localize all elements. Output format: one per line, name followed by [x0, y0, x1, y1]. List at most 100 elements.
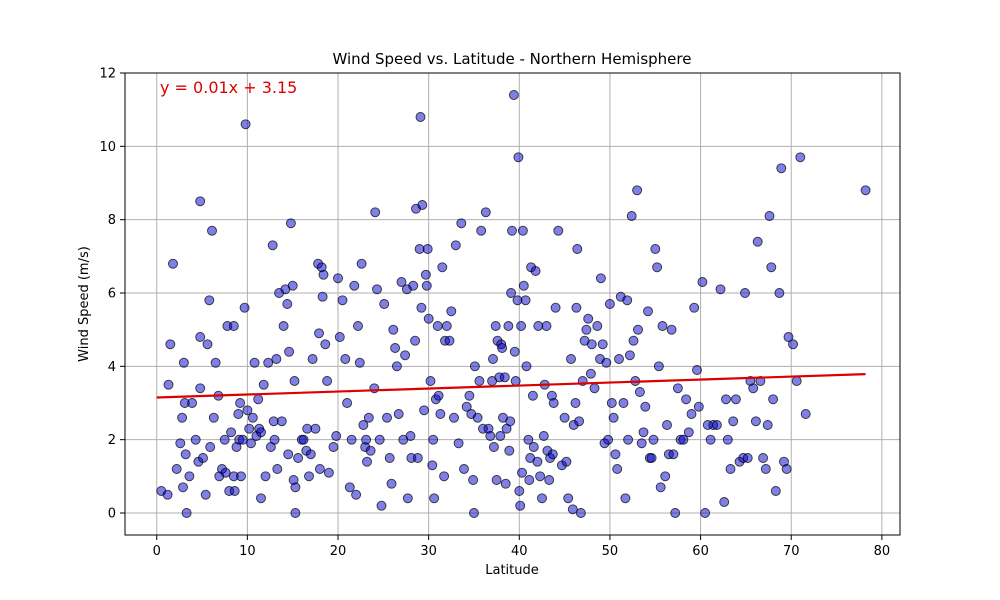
data-point: [638, 427, 649, 438]
data-point: [382, 412, 392, 423]
data-point: [528, 442, 539, 452]
data-point: [349, 280, 360, 291]
chart-title: Wind Speed vs. Latitude - Northern Hemis…: [333, 50, 692, 68]
data-point: [572, 244, 583, 254]
data-point: [190, 434, 201, 445]
data-point: [626, 211, 637, 221]
data-point: [518, 280, 529, 291]
data-point: [693, 401, 704, 412]
data-point: [249, 357, 260, 368]
x-tick-label: 80: [874, 544, 891, 559]
data-point: [374, 434, 385, 445]
data-point: [289, 376, 300, 386]
data-point: [650, 244, 661, 254]
data-point: [532, 456, 543, 467]
data-point: [195, 383, 206, 394]
data-point: [195, 332, 206, 342]
data-point: [520, 295, 531, 306]
data-point: [800, 409, 811, 419]
data-point: [388, 324, 399, 335]
data-point: [240, 119, 251, 130]
data-point: [535, 471, 546, 482]
data-point: [302, 423, 313, 434]
data-point: [195, 196, 206, 207]
data-point: [640, 401, 651, 412]
data-point: [468, 475, 479, 485]
data-point: [510, 376, 521, 386]
data-point: [752, 236, 763, 247]
data-point: [860, 185, 871, 196]
data-point: [453, 438, 464, 449]
y-tick-label: 0: [108, 507, 116, 522]
data-point: [488, 354, 498, 364]
data-point: [317, 291, 328, 302]
data-point: [505, 416, 516, 427]
data-point: [652, 262, 663, 273]
data-point: [402, 493, 413, 504]
data-point: [500, 478, 511, 489]
data-point: [429, 493, 440, 504]
data-point: [437, 262, 448, 273]
data-point: [393, 409, 404, 419]
y-tick-label: 2: [108, 433, 116, 448]
data-point: [269, 434, 280, 445]
data-point: [256, 493, 266, 504]
data-point: [768, 394, 779, 405]
data-point: [410, 335, 421, 346]
data-point: [228, 321, 239, 331]
data-point: [668, 449, 679, 460]
data-point: [683, 427, 694, 438]
data-point: [504, 445, 515, 456]
data-point: [358, 420, 369, 430]
data-point: [563, 493, 574, 504]
data-point: [219, 434, 230, 445]
data-point: [589, 383, 600, 394]
data-point: [490, 321, 501, 331]
data-point: [208, 412, 219, 423]
data-point: [361, 434, 372, 445]
data-point: [721, 394, 731, 405]
data-point: [795, 152, 806, 163]
data-point: [527, 390, 538, 401]
data-point: [491, 475, 502, 485]
data-point: [516, 321, 527, 331]
data-point: [476, 225, 487, 236]
data-point: [242, 405, 253, 416]
y-tick-label: 4: [108, 360, 116, 375]
data-point: [384, 453, 395, 463]
data-point: [585, 368, 596, 379]
data-point: [474, 376, 485, 386]
data-point: [760, 464, 771, 474]
data-point: [396, 277, 407, 287]
data-point: [278, 321, 289, 331]
data-point: [346, 434, 357, 445]
data-point: [318, 269, 329, 280]
data-point: [446, 306, 457, 317]
data-point: [566, 354, 576, 364]
data-point: [575, 508, 586, 518]
data-point: [175, 438, 186, 449]
data-point: [766, 262, 777, 273]
data-point: [272, 464, 283, 474]
data-point: [333, 273, 343, 284]
data-point: [226, 427, 237, 438]
data-point: [657, 321, 668, 331]
data-point: [282, 299, 293, 309]
data-point: [180, 449, 191, 460]
data-point: [719, 497, 730, 507]
data-point: [722, 434, 733, 445]
data-point: [372, 284, 382, 295]
y-tick-label: 10: [99, 140, 116, 155]
data-point: [237, 434, 248, 445]
x-tick-label: 50: [602, 544, 619, 559]
data-point: [376, 500, 387, 511]
data-point: [509, 346, 520, 357]
data-point: [178, 482, 188, 493]
data-point: [517, 467, 527, 478]
data-point: [610, 449, 621, 460]
data-point: [728, 416, 739, 427]
data-point: [408, 280, 419, 291]
data-point: [351, 489, 362, 500]
data-point: [514, 486, 525, 496]
data-point: [774, 288, 785, 298]
